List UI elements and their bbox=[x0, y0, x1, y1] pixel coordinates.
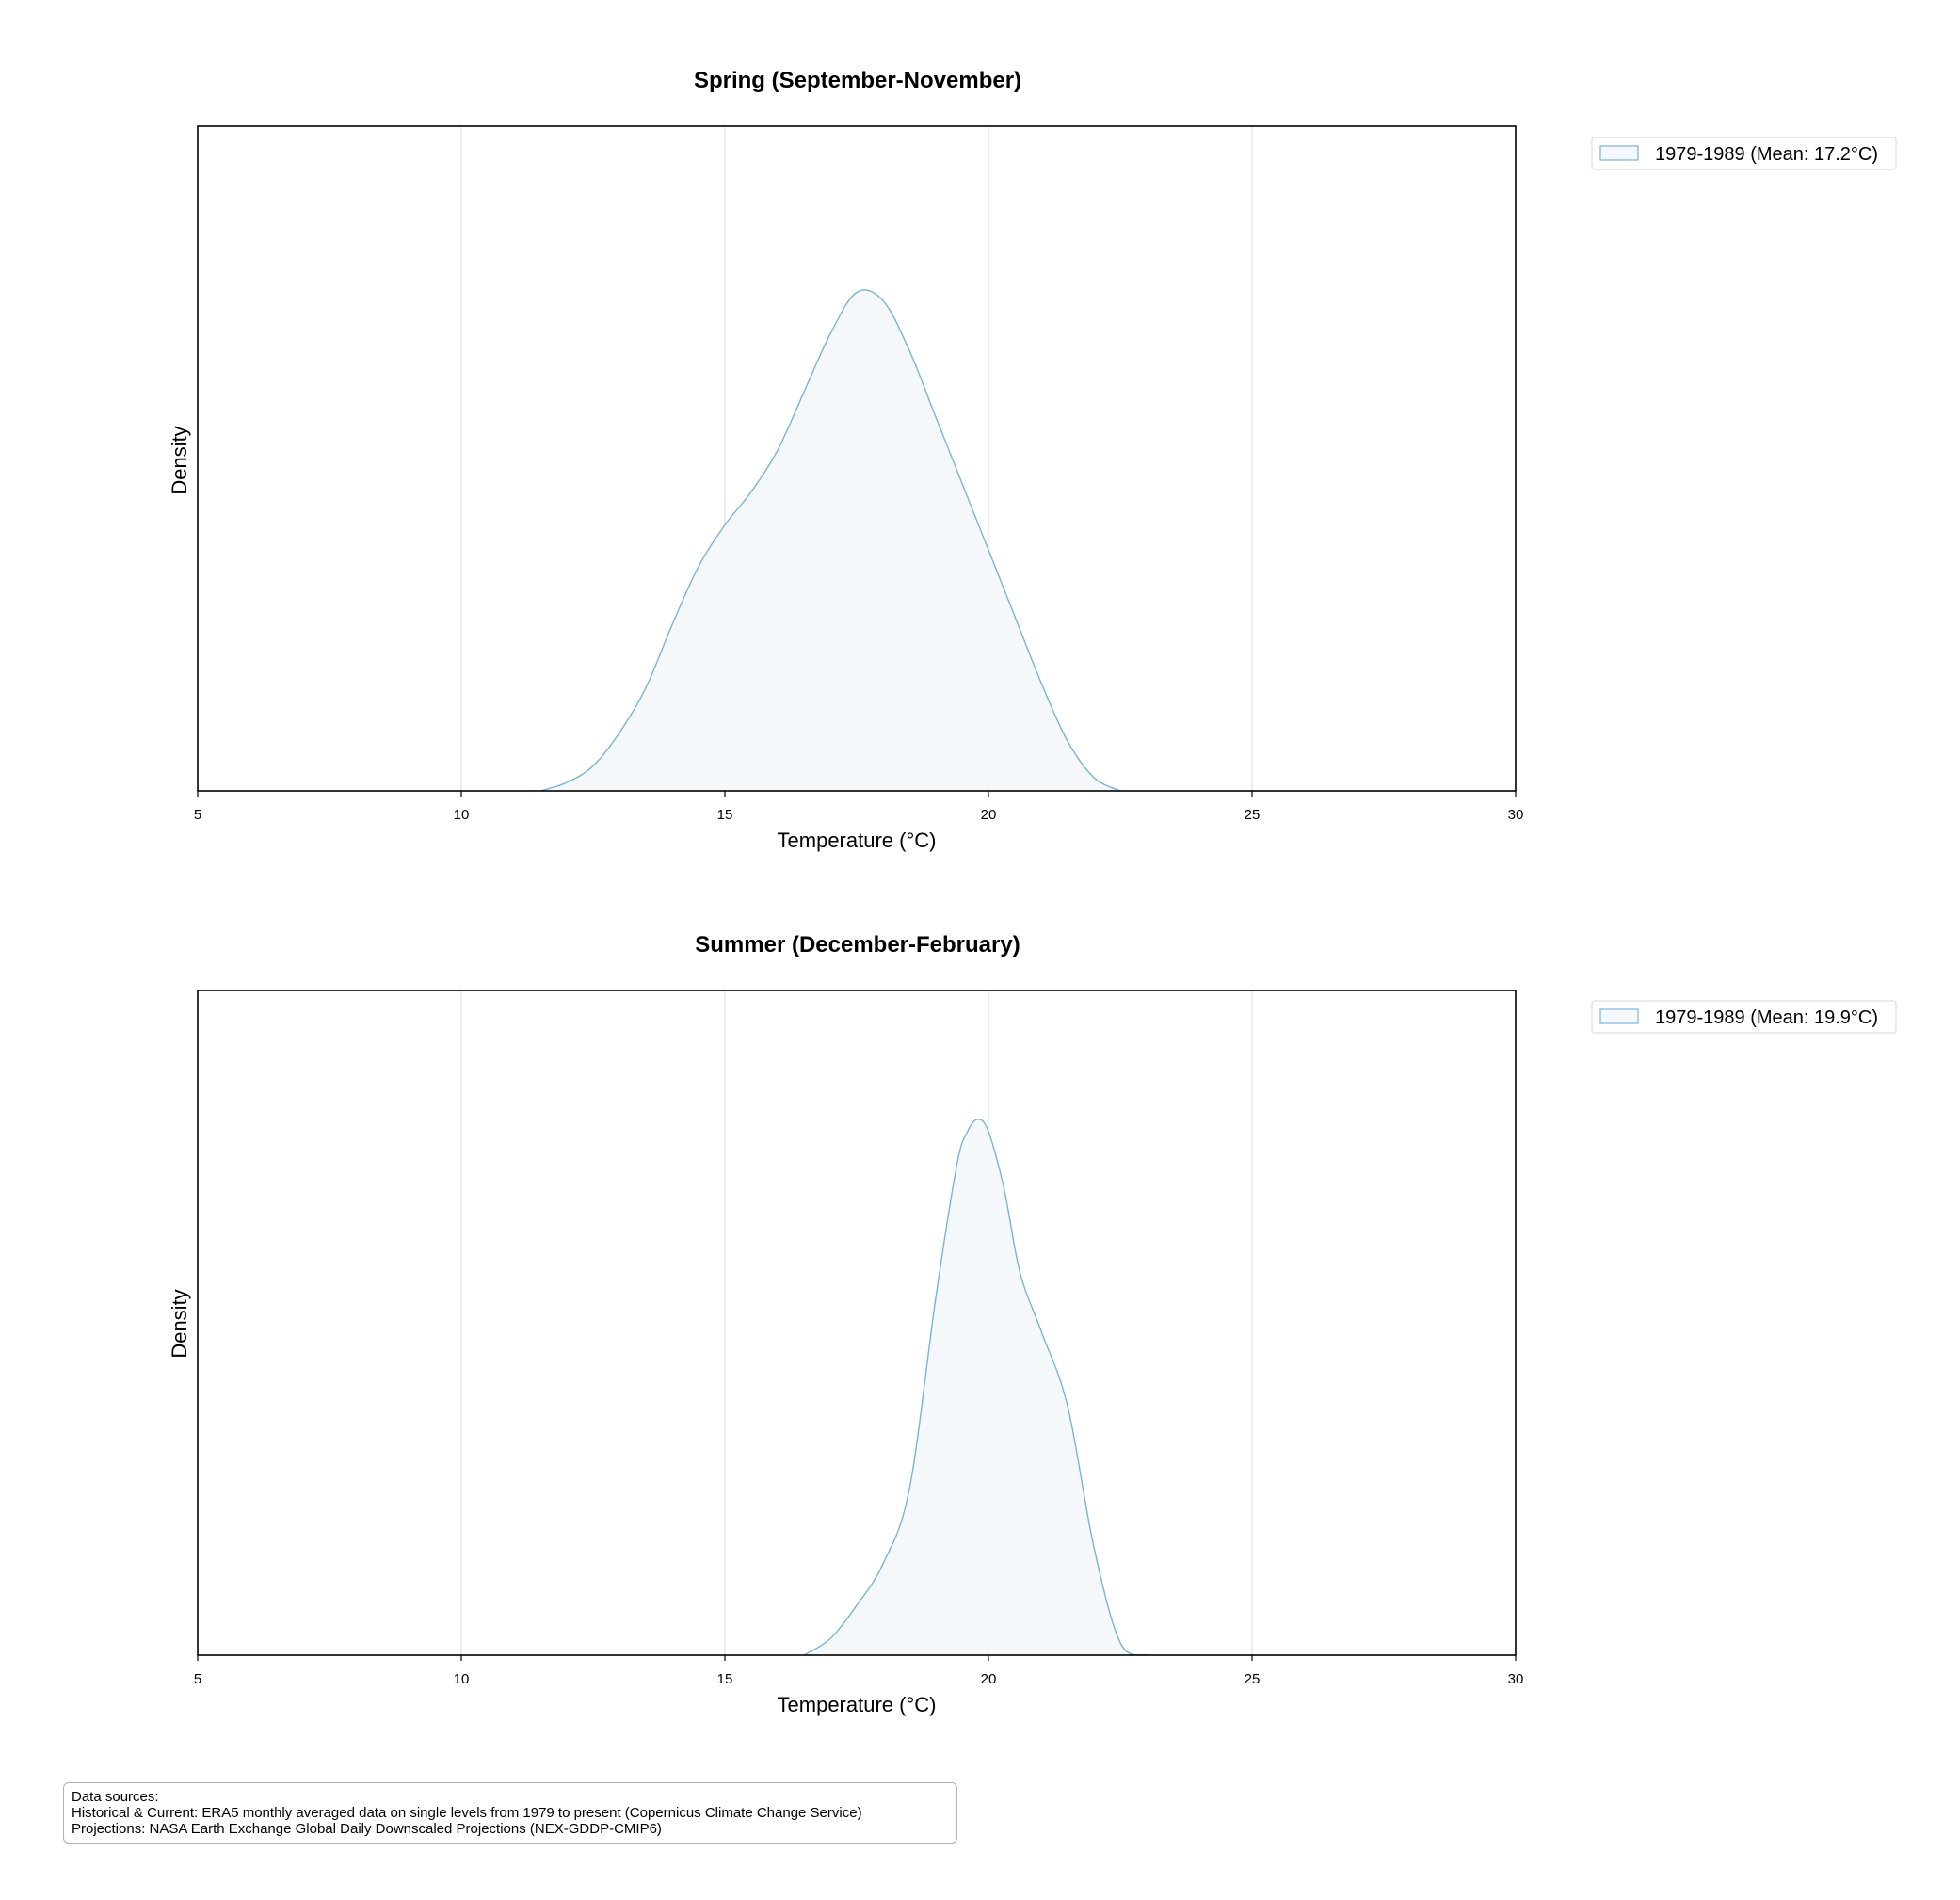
y-axis-label: Density bbox=[168, 426, 191, 494]
density-line bbox=[803, 1119, 1148, 1656]
density-line bbox=[539, 289, 1121, 792]
plot-frame bbox=[197, 990, 1517, 1656]
x-tick-label: 15 bbox=[717, 807, 733, 823]
x-tick-label: 10 bbox=[454, 1671, 470, 1687]
legend-box bbox=[1591, 137, 1897, 170]
legend: 1979-1989 (Mean: 19.9°C) bbox=[1591, 1000, 1897, 1034]
x-axis-label: Temperature (°C) bbox=[778, 829, 937, 852]
x-tick-label: 5 bbox=[194, 1671, 201, 1687]
chart-title: Spring (September-November) bbox=[694, 68, 1021, 93]
plot-frame bbox=[197, 125, 1517, 792]
legend-swatch bbox=[1599, 145, 1639, 161]
density-area bbox=[540, 289, 1120, 791]
x-axis-label: Temperature (°C) bbox=[778, 1693, 937, 1716]
legend-entry: 1979-1989 (Mean: 19.9°C) bbox=[1655, 1007, 1878, 1028]
density-area bbox=[804, 1119, 1147, 1655]
legend: 1979-1989 (Mean: 17.2°C) bbox=[1591, 137, 1897, 170]
sources-line-projections: Projections: NASA Earth Exchange Global … bbox=[72, 1821, 662, 1837]
legend-box bbox=[1591, 1000, 1897, 1034]
sources-line-historical: Historical & Current: ERA5 monthly avera… bbox=[72, 1805, 862, 1821]
x-tick-label: 20 bbox=[981, 807, 997, 823]
y-axis-label: Density bbox=[168, 1289, 191, 1358]
x-tick-label: 10 bbox=[454, 807, 470, 823]
data-sources-box: Data sources: Historical & Current: ERA5… bbox=[63, 1782, 957, 1844]
legend-swatch bbox=[1599, 1008, 1639, 1024]
x-tick-label: 15 bbox=[717, 1671, 733, 1687]
x-tick-label: 30 bbox=[1508, 807, 1524, 823]
gridlines bbox=[460, 990, 1253, 1655]
series-layer bbox=[539, 289, 1121, 792]
summer-chart-panel: Summer (December-February) 5 10 15 20 25 30 T… bbox=[168, 932, 1897, 1716]
x-tick-label: 25 bbox=[1245, 807, 1261, 823]
chart-title: Summer (December-February) bbox=[695, 932, 1020, 958]
spring-chart-panel: Spring (September-November) 5 10 15 20 25 30 … bbox=[168, 68, 1897, 852]
x-tick-label: 20 bbox=[981, 1671, 997, 1687]
x-tick-label: 25 bbox=[1245, 1671, 1261, 1687]
sources-heading: Data sources: bbox=[72, 1789, 159, 1805]
series-layer bbox=[803, 1119, 1148, 1656]
x-tick-label: 5 bbox=[194, 807, 201, 823]
x-axis-ticks: 5 10 15 20 25 30 bbox=[194, 1655, 1524, 1687]
x-tick-label: 30 bbox=[1508, 1671, 1524, 1687]
legend-entry: 1979-1989 (Mean: 17.2°C) bbox=[1655, 144, 1878, 165]
x-axis-ticks: 5 10 15 20 25 30 bbox=[194, 791, 1524, 823]
